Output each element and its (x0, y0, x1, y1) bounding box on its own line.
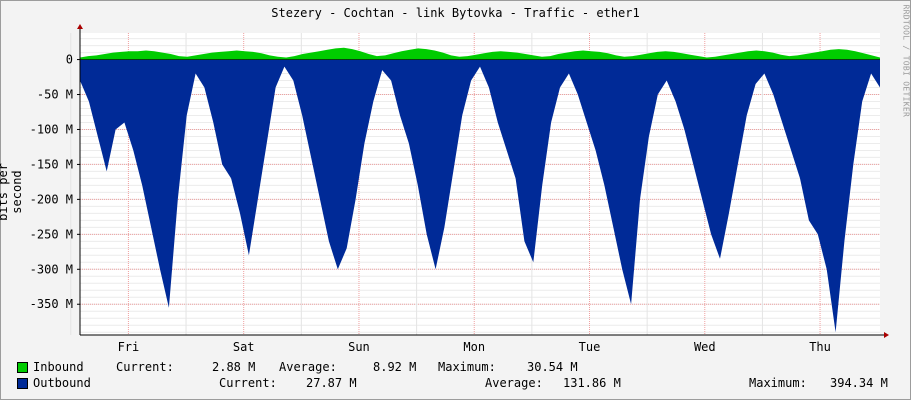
inbound-label: Inbound (33, 360, 84, 374)
x-tick-label: Tue (579, 340, 601, 354)
inbound-current-label: Current: (116, 360, 174, 374)
outbound-average-value: 131.86 M (563, 376, 621, 390)
y-tick-labels: 0 -50 M -100 M -150 M -200 M -250 M -300 M -350… (30, 53, 80, 311)
outbound-current-value: 27.87 M (306, 376, 357, 390)
x-tick-label: Thu (809, 340, 831, 354)
chart-title: Stezery - Cochtan - link Bytovka - Traff… (271, 6, 640, 20)
outbound-maximum-value: 394.34 M (830, 376, 888, 390)
x-axis-arrow (884, 332, 889, 338)
outbound-average-label: Average: (485, 376, 543, 390)
axes (77, 24, 889, 338)
outbound-current-label: Current: (219, 376, 277, 390)
outbound-maximum-label: Maximum: (749, 376, 807, 390)
outbound-label: Outbound (33, 376, 91, 390)
y-tick-label: 0 (66, 53, 73, 67)
inbound-swatch (17, 362, 28, 373)
x-tick-label: Sun (348, 340, 370, 354)
inbound-current-value: 2.88 M (212, 360, 256, 374)
inbound-maximum-label: Maximum: (438, 360, 496, 374)
inbound-average-value: 8.92 M (373, 360, 417, 374)
x-tick-labels: Fri Sat Sun Mon Tue Wed Thu (118, 340, 831, 354)
inbound-area (80, 47, 880, 60)
y-tick-label: -150 M (30, 157, 73, 171)
y-tick-label: -300 M (30, 262, 73, 276)
y-axis-arrow (77, 24, 83, 29)
y-tick-label: -350 M (30, 297, 73, 311)
y-tick-label: -200 M (30, 192, 73, 206)
y-tick-label: -50 M (37, 88, 73, 102)
x-tick-label: Sat (233, 340, 255, 354)
inbound-maximum-value: 30.54 M (527, 360, 578, 374)
y-tick-label: -100 M (30, 122, 73, 136)
x-tick-label: Mon (463, 340, 485, 354)
y-tick-label: -250 M (30, 227, 73, 241)
outbound-swatch (17, 378, 28, 389)
x-tick-label: Wed (694, 340, 716, 354)
traffic-areas (80, 47, 880, 333)
outbound-area (80, 59, 880, 333)
inbound-average-label: Average: (279, 360, 337, 374)
x-tick-label: Fri (118, 340, 140, 354)
